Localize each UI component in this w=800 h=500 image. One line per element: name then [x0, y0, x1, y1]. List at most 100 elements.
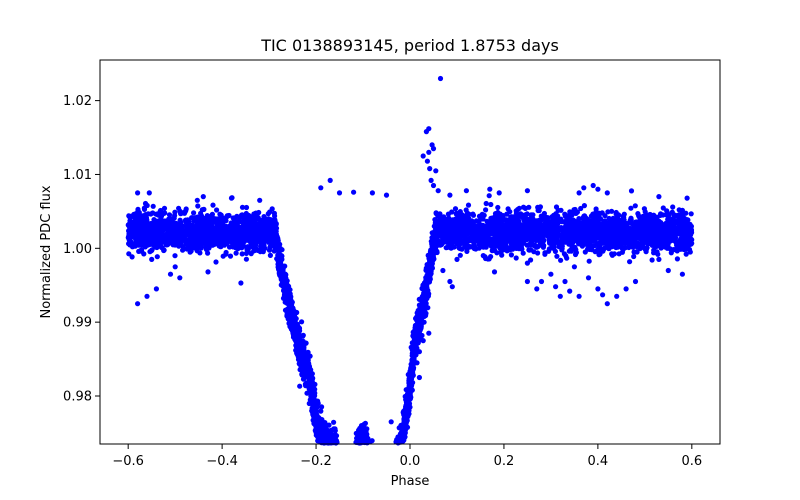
data-point	[540, 244, 547, 250]
data-point	[453, 211, 459, 217]
data-point	[469, 226, 475, 232]
data-point	[178, 242, 184, 248]
data-point	[636, 226, 642, 232]
data-point	[535, 244, 541, 250]
data-point	[172, 209, 178, 215]
data-point	[191, 210, 197, 216]
data-point	[535, 250, 541, 256]
data-point	[444, 244, 450, 250]
data-point	[267, 244, 273, 250]
data-point	[261, 242, 267, 248]
data-point	[568, 235, 574, 241]
data-point	[553, 204, 560, 210]
data-point	[276, 258, 282, 264]
data-point	[612, 233, 618, 239]
data-point	[611, 225, 617, 231]
data-point	[125, 235, 131, 241]
data-point	[214, 231, 220, 237]
data-point	[177, 217, 183, 223]
data-point	[513, 255, 519, 261]
data-point	[560, 231, 566, 238]
data-point	[154, 254, 160, 260]
data-point	[486, 193, 492, 199]
data-point	[239, 240, 245, 246]
data-point	[127, 221, 133, 227]
data-point	[524, 236, 530, 242]
data-point	[522, 205, 529, 211]
data-point	[140, 234, 147, 240]
data-point	[463, 207, 469, 213]
data-point	[261, 227, 267, 233]
data-point	[628, 205, 634, 211]
data-point	[243, 256, 249, 262]
data-point	[582, 249, 588, 255]
data-point	[138, 248, 144, 254]
data-point	[554, 253, 560, 259]
data-point	[497, 211, 503, 217]
data-point	[513, 245, 520, 251]
data-point	[680, 222, 686, 228]
data-point	[632, 203, 638, 209]
data-point	[230, 244, 236, 250]
data-point	[184, 246, 190, 252]
data-point	[590, 224, 597, 230]
data-point	[439, 225, 446, 231]
data-point	[489, 219, 495, 225]
data-point	[157, 209, 163, 215]
data-point	[245, 237, 251, 243]
data-point	[214, 207, 220, 213]
data-point	[148, 236, 154, 242]
data-point	[608, 241, 614, 247]
data-point	[162, 210, 168, 216]
data-point	[565, 225, 571, 231]
data-point	[145, 242, 151, 248]
data-point	[433, 210, 439, 216]
data-point	[546, 239, 553, 245]
data-point	[186, 226, 192, 232]
data-point	[631, 253, 637, 260]
data-point	[273, 236, 279, 242]
data-point	[235, 246, 241, 252]
data-point	[300, 343, 306, 349]
data-point	[183, 238, 189, 244]
data-point	[518, 211, 524, 217]
data-point	[161, 247, 167, 254]
data-point	[248, 227, 254, 233]
data-point	[583, 240, 589, 246]
data-point	[163, 219, 169, 225]
data-point	[597, 251, 603, 257]
data-point	[531, 228, 537, 235]
data-point	[611, 251, 618, 257]
data-point	[444, 226, 450, 232]
data-point	[590, 214, 596, 220]
data-point	[481, 231, 487, 237]
data-point	[201, 222, 207, 228]
data-point	[631, 234, 637, 240]
data-point	[265, 223, 271, 230]
data-point	[609, 208, 615, 214]
data-point	[499, 252, 505, 258]
data-point	[277, 245, 283, 251]
data-point	[154, 237, 160, 243]
data-point	[331, 419, 337, 425]
data-point	[481, 212, 487, 218]
data-point	[684, 241, 691, 247]
data-point	[239, 232, 245, 238]
data-point	[207, 218, 213, 224]
data-point	[139, 242, 145, 248]
data-point	[566, 248, 572, 254]
data-point	[464, 237, 471, 243]
data-point	[652, 225, 658, 232]
data-point	[661, 224, 667, 231]
data-point	[583, 224, 590, 230]
data-point	[591, 243, 598, 249]
data-point	[172, 253, 178, 259]
data-point	[229, 226, 235, 232]
data-point	[634, 244, 640, 250]
data-point	[530, 234, 536, 240]
data-point	[284, 311, 290, 317]
data-point	[273, 221, 279, 227]
data-point	[452, 206, 459, 212]
data-point	[480, 244, 487, 250]
data-point	[493, 231, 499, 237]
